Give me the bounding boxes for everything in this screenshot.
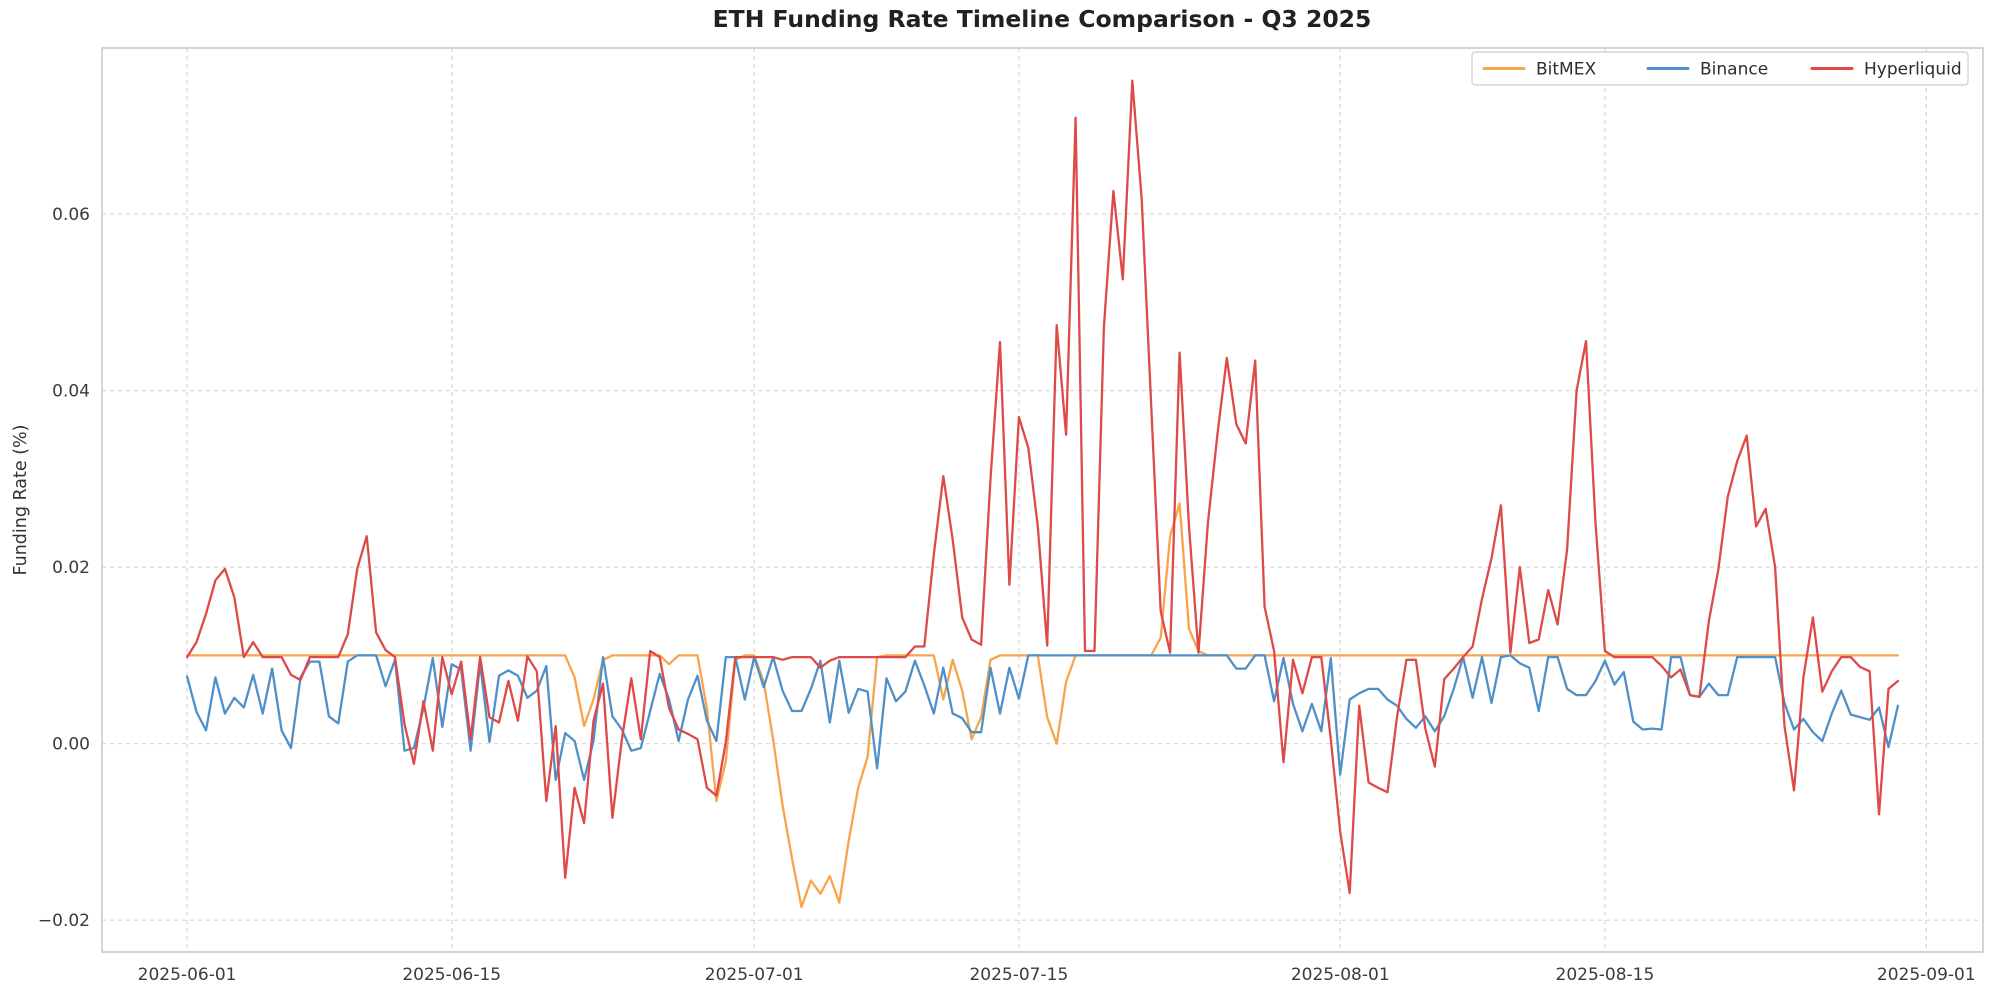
x-tick-label: 2025-06-01 [138,965,237,985]
x-tick-label: 2025-07-01 [705,965,804,985]
x-tick-label: 2025-06-15 [402,965,501,985]
y-tick-label: 0.04 [52,382,90,402]
legend-label: BitMEX [1536,60,1596,80]
series-line-bitmex [185,502,1900,909]
x-tick-label: 2025-08-15 [1556,965,1655,985]
y-tick-label: 0.00 [52,735,90,755]
legend: BitMEX Binance Hyperliquid [1471,51,1969,86]
y-axis-tick-labels: −0.02 0.00 0.02 0.04 0.06 [38,205,90,931]
legend-label: Hyperliquid [1864,60,1962,80]
legend-item-hyperliquid: Hyperliquid [1810,60,1962,80]
series-line-hyperliquid [185,79,1900,895]
y-tick-label: 0.06 [52,205,90,225]
plot-border [101,47,1984,953]
legend-item-binance: Binance [1646,60,1768,80]
series-lines [185,79,1900,909]
x-tick-label: 2025-09-01 [1877,965,1976,985]
y-tick-label: −0.02 [38,911,90,931]
y-axis-title: Funding Rate (%) [11,425,31,576]
x-axis-tick-labels: 2025-06-01 2025-06-15 2025-07-01 2025-07-15… [138,965,1976,985]
x-tick-label: 2025-08-01 [1291,965,1390,985]
legend-box [1471,51,1969,86]
chart-title: ETH Funding Rate Timeline Comparison - Q… [713,5,1372,33]
x-tick-label: 2025-07-15 [969,965,1068,985]
series-line-binance [185,654,1900,782]
y-tick-label: 0.02 [52,558,90,578]
gridlines [102,48,1983,952]
legend-item-bitmex: BitMEX [1482,60,1596,80]
legend-label: Binance [1700,60,1768,80]
